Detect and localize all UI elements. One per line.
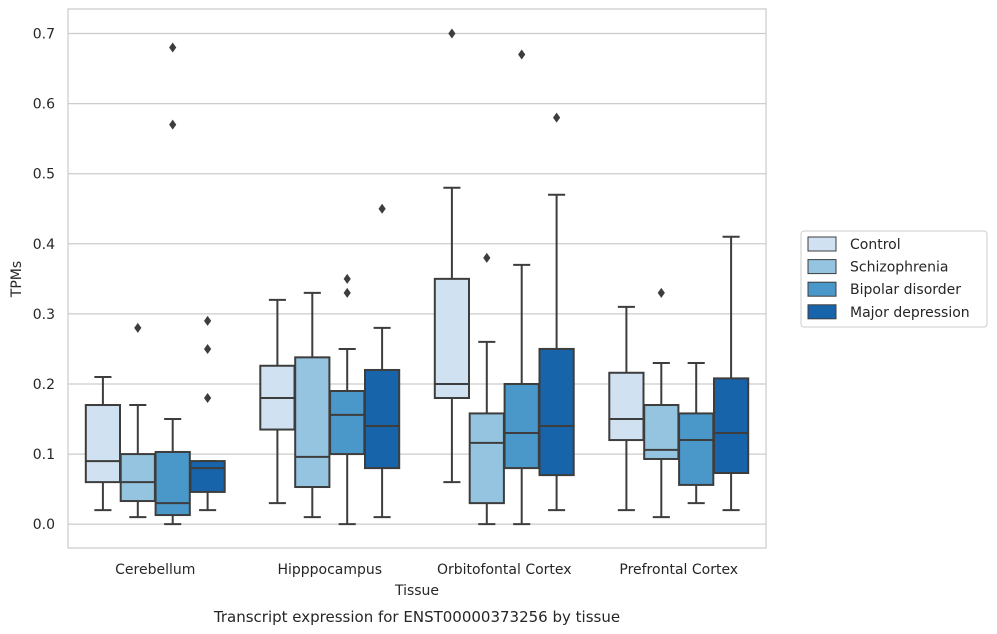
box-iqr [329,389,366,456]
box-schizophrenia [643,287,680,519]
outlier-point [448,28,456,39]
legend-label: Bipolar disorder [850,282,961,298]
outlier-point [378,203,386,214]
outlier-point [204,315,212,326]
legend-frame [800,230,988,328]
outlier-point [169,42,177,53]
x-tick-label: Orbitofontal Cortex [437,562,572,578]
outlier-point [483,252,491,263]
box-iqr [643,404,680,460]
y-tick-label: 0.0 [33,517,55,533]
outlier-point [343,287,351,298]
x-tick-labels: Cerebellum Hipppocampus Orbitofontal Corte… [115,562,738,578]
legend-swatch [807,259,837,275]
box-iqr [712,377,750,475]
legend-item: Major depression [807,304,970,321]
y-tick-label: 0.7 [33,27,55,43]
box-major-depression [712,235,750,512]
legend-label: Schizophrenia [850,260,948,276]
legend-swatch [807,304,837,320]
y-tick-label: 0.5 [33,167,55,183]
legend-item: Schizophrenia [807,259,948,276]
y-tick-label: 0.2 [33,377,55,393]
box-iqr [189,460,226,493]
legend: Control Schizophrenia Bipolar disorder Majo… [800,230,988,328]
box-iqr [538,347,575,477]
box-iqr [154,450,191,517]
legend-items: Control Schizophrenia Bipolar disorder Majo… [807,236,970,321]
boxes [84,28,750,526]
plot-frame [67,8,767,549]
box-schizophrenia [119,322,156,519]
legend-item: Control [807,236,901,253]
box-control [433,28,471,484]
x-tick-label: Prefrontal Cortex [619,562,738,578]
box-major-depression [363,203,401,519]
outlier-point [169,119,177,130]
legend-item: Bipolar disorder [807,281,961,298]
outlier-point [134,322,142,333]
box-iqr [433,277,471,400]
x-axis-label: Tissue [394,583,439,599]
outlier-point [518,49,526,60]
chart-caption: Transcript expression for ENST0000037325… [213,608,620,626]
box-iqr [294,356,331,489]
y-tick-label: 0.1 [33,447,55,463]
y-axis-label: TPMs [9,261,25,298]
box-iqr [84,404,122,484]
box-bipolar-disorder [678,361,715,505]
legend-swatch [807,281,837,297]
box-iqr [503,382,540,470]
box-major-depression [189,315,226,512]
box-bipolar-disorder [154,42,191,526]
legend-label: Control [850,237,901,253]
legend-swatch [807,236,837,252]
outlier-point [204,343,212,354]
outlier-point [657,287,665,298]
y-tick-label: 0.6 [33,97,55,113]
y-tick-label: 0.3 [33,307,55,323]
x-tick-label: Hipppocampus [277,562,382,578]
box-iqr [678,412,715,486]
box-control [84,375,122,512]
box-major-depression [538,112,575,512]
x-tick-label: Cerebellum [115,562,195,578]
y-tick-label: 0.4 [33,237,55,253]
outlier-point [553,112,561,123]
box-schizophrenia [294,291,331,519]
box-iqr [468,412,505,505]
outlier-point [343,273,351,284]
box-iqr [119,453,156,503]
box-iqr [608,371,645,442]
box-iqr [363,368,401,470]
box-schizophrenia [468,252,505,526]
outlier-point [204,393,212,404]
y-tick-labels: 0.0 0.1 0.2 0.3 0.4 0.5 0.6 0.7 [33,27,55,534]
legend-label: Major depression [850,305,970,321]
